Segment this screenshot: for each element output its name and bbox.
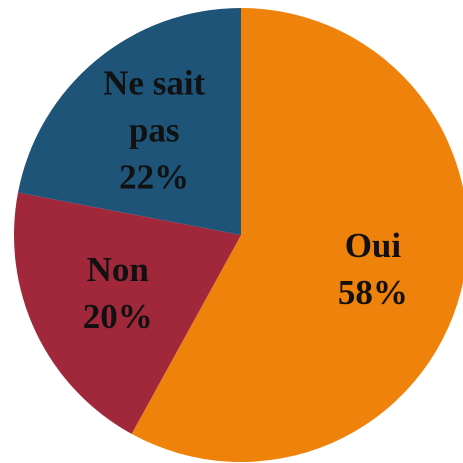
- slice-label: Oui 58%: [298, 222, 448, 316]
- slice: [14, 192, 241, 434]
- category-label: Non: [86, 249, 149, 289]
- value-label: 58%: [337, 272, 408, 312]
- value-label: 20%: [82, 296, 153, 336]
- slice: [18, 8, 241, 235]
- category-label: Ne sait pas: [103, 63, 206, 150]
- value-label: 22%: [119, 157, 190, 197]
- slice-label: Ne sait pas 22%: [79, 60, 229, 201]
- slice-label: Non 20%: [43, 246, 193, 340]
- slice: [131, 8, 463, 462]
- category-label: Oui: [344, 225, 402, 265]
